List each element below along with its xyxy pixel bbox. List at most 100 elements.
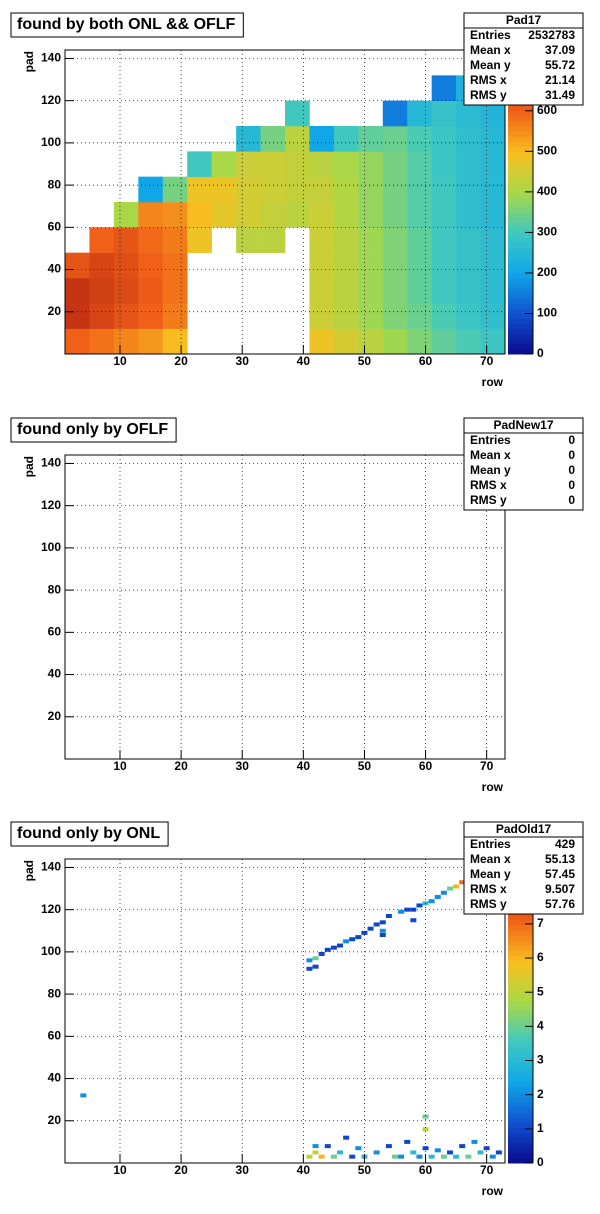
heatmap-cell xyxy=(355,1146,362,1151)
y-tick-label: 60 xyxy=(48,625,62,639)
y-tick-label: 40 xyxy=(48,262,62,276)
heatmap-cell xyxy=(285,176,310,203)
heatmap-cell xyxy=(162,176,188,203)
heatmap-cell xyxy=(480,303,506,329)
heatmap-cell xyxy=(358,202,384,228)
stats-label: Entries xyxy=(470,28,511,42)
colorbar-band xyxy=(508,965,533,971)
stats-label: Mean x xyxy=(470,448,511,462)
colorbar-band xyxy=(508,1147,533,1154)
colorbar-band xyxy=(508,1066,533,1073)
colorbar-band xyxy=(508,1000,533,1007)
x-tick-label: 50 xyxy=(358,759,372,773)
x-tick-label: 30 xyxy=(236,1163,250,1177)
colorbar-band xyxy=(508,1021,533,1027)
heatmap-cell xyxy=(211,151,237,177)
colorbar-tick-label: 6 xyxy=(537,950,544,964)
colorbar-band xyxy=(508,1112,533,1118)
colorbar-band xyxy=(508,995,533,1002)
heatmap-cell xyxy=(285,202,310,228)
heatmap-cell xyxy=(407,278,432,304)
heatmap-cell xyxy=(440,1154,447,1159)
heatmap-cell xyxy=(333,252,359,279)
heatmap-cell xyxy=(382,202,408,228)
heatmap-cell xyxy=(447,1150,453,1155)
heatmap-cell xyxy=(453,884,460,889)
colorbar-band xyxy=(508,202,533,208)
colorbar-band xyxy=(508,323,533,330)
colorbar-tick-label: 4 xyxy=(537,1019,544,1033)
x-tick-label: 30 xyxy=(236,759,250,773)
stats-value: 0 xyxy=(568,448,575,462)
heatmap-cell xyxy=(407,100,432,127)
heatmap-cell xyxy=(431,303,457,329)
heatmap-cell xyxy=(113,252,139,279)
colorbar-band xyxy=(508,288,533,294)
heatmap-cell xyxy=(187,176,212,203)
heatmap-cell xyxy=(440,890,447,895)
heatmap-cell xyxy=(162,328,188,355)
colorbar-band xyxy=(508,1137,533,1144)
heatmap-cell xyxy=(422,1127,429,1132)
y-tick-label: 140 xyxy=(41,51,61,65)
stats-label: RMS y xyxy=(470,493,507,507)
heatmap-cell xyxy=(416,1154,423,1159)
colorbar-band xyxy=(508,308,533,314)
heatmap-cell xyxy=(480,227,506,253)
x-tick-label: 50 xyxy=(358,354,372,368)
colorbar-band xyxy=(508,1026,533,1032)
heatmap-cell xyxy=(407,176,432,203)
colorbar-band xyxy=(508,919,533,926)
heatmap-cell xyxy=(162,227,188,253)
colorbar-band xyxy=(508,110,533,117)
heatmap-cell xyxy=(324,947,331,952)
heatmap-cell xyxy=(260,176,286,203)
stats-value: 9.507 xyxy=(545,882,575,896)
y-tick-label: 20 xyxy=(48,709,62,723)
colorbar-band xyxy=(508,141,533,147)
stats-label: Entries xyxy=(470,433,511,447)
heatmap-cell xyxy=(236,227,261,253)
colorbar-band xyxy=(508,929,533,936)
x-tick-label: 40 xyxy=(297,354,311,368)
heatmap-cell xyxy=(89,278,115,304)
heatmap-cell xyxy=(407,252,432,279)
heatmap-cell xyxy=(309,252,335,279)
x-tick-label: 10 xyxy=(113,1163,127,1177)
heatmap-cell xyxy=(89,227,115,253)
y-tick-label: 120 xyxy=(41,902,61,916)
heatmap-cell xyxy=(162,202,188,228)
heatmap-cell xyxy=(309,328,335,355)
heatmap-cell xyxy=(113,227,139,253)
y-axis-label: pad xyxy=(22,860,36,881)
heatmap-cell xyxy=(333,202,359,228)
heatmap-cell xyxy=(447,886,453,891)
heatmap-cell xyxy=(382,151,408,177)
heatmap-cell xyxy=(480,202,506,228)
colorbar-band xyxy=(508,161,533,168)
x-tick-label: 10 xyxy=(113,354,127,368)
heatmap-cell xyxy=(367,926,374,931)
heatmap-cell xyxy=(379,928,386,933)
colorbar-band xyxy=(508,257,533,264)
colorbar-tick-label: 2 xyxy=(537,1087,544,1101)
heatmap-cell xyxy=(80,1093,87,1098)
heatmap-cell xyxy=(480,278,506,304)
heatmap-cell xyxy=(483,1146,490,1151)
heatmap-cell xyxy=(382,303,408,329)
heatmap-cell xyxy=(333,126,359,152)
stats-title: PadNew17 xyxy=(493,418,553,432)
heatmap-cell xyxy=(431,151,457,177)
heatmap-cell xyxy=(422,1146,429,1151)
heatmap-cell xyxy=(138,252,164,279)
colorbar-band xyxy=(508,1092,533,1098)
heatmap-cell xyxy=(358,176,384,203)
heatmap-cell xyxy=(358,303,384,329)
x-tick-label: 30 xyxy=(236,354,250,368)
heatmap-cell xyxy=(113,303,139,329)
colorbar-band xyxy=(508,1102,533,1108)
y-tick-label: 60 xyxy=(48,220,62,234)
title-box-frame xyxy=(10,417,177,443)
colorbar-band xyxy=(508,1005,533,1012)
